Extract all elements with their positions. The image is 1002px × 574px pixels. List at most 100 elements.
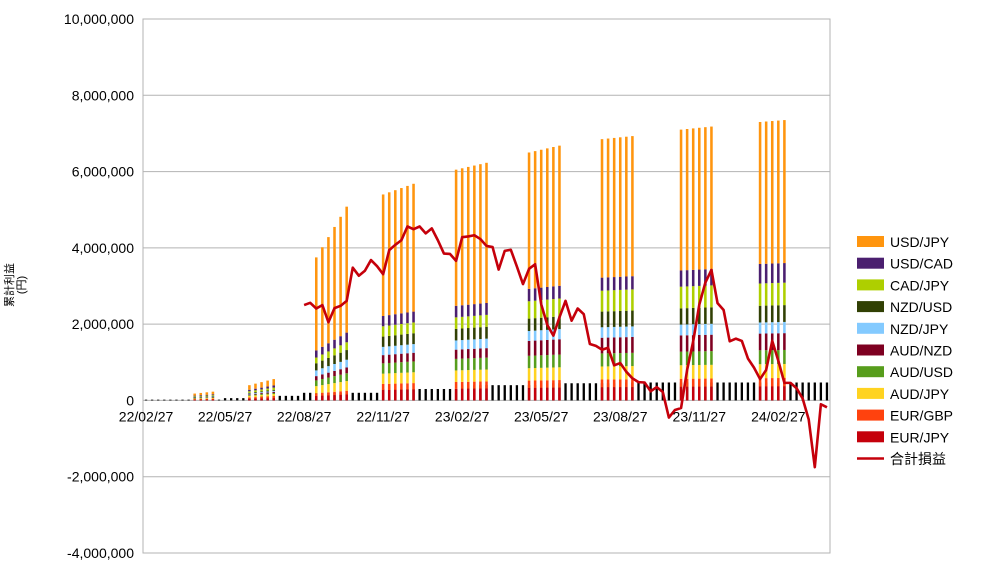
- bar-segment-cad-jpy: [710, 285, 713, 308]
- bar-segment-usd-jpy: [193, 393, 196, 396]
- bar-segment-usd-cad: [631, 276, 634, 290]
- bar-segment-aud-nzd: [381, 355, 385, 364]
- y-axis-label-line: 累計利益: [2, 263, 16, 307]
- bar-segment-aud-nzd: [260, 393, 263, 395]
- bar-segment-cad-jpy: [345, 342, 348, 351]
- bar-segment-aud-jpy: [381, 373, 385, 384]
- bar-segment-usd-cad: [485, 303, 488, 315]
- bar-segment-nzd-jpy: [394, 345, 397, 355]
- baseline-bar: [503, 385, 506, 401]
- x-tick-label: 23/05/27: [514, 408, 569, 424]
- bar-segment-eur-jpy: [211, 399, 215, 401]
- bar-segment-aud-usd: [764, 350, 768, 365]
- bar-segment-aud-usd: [272, 392, 275, 395]
- bar-segment-aud-nzd: [546, 339, 549, 356]
- bar-segment-nzd-usd: [199, 396, 203, 398]
- bar-segment-aud-nzd: [625, 337, 628, 353]
- bar-segment-eur-gbp: [685, 378, 689, 387]
- bar-segment-aud-nzd: [327, 372, 330, 378]
- bar-segment-usd-cad: [612, 277, 616, 291]
- legend-label: AUD/JPY: [890, 386, 950, 402]
- bar-segment-aud-nzd: [558, 339, 561, 355]
- bar-segment-eur-jpy: [631, 387, 634, 401]
- bar-segment-nzd-jpy: [406, 344, 409, 354]
- baseline-bar: [163, 399, 166, 401]
- baseline-bar: [655, 382, 658, 401]
- baseline-bar: [229, 398, 233, 401]
- baseline-bar: [637, 382, 640, 401]
- bar-segment-nzd-usd: [533, 318, 537, 331]
- bar-segment-usd-cad: [710, 268, 713, 286]
- bar-segment-eur-jpy: [679, 386, 683, 401]
- bar-segment-cad-jpy: [254, 390, 257, 393]
- bar-segment-aud-nzd: [339, 369, 342, 375]
- bar-segment-usd-cad: [314, 350, 318, 358]
- baseline-bar: [588, 383, 592, 401]
- bar-segment-cad-jpy: [546, 299, 549, 318]
- bar-segment-usd-cad: [248, 389, 251, 392]
- baseline-bar: [175, 399, 178, 401]
- bar-segment-usd-cad: [406, 312, 409, 324]
- baseline-bar: [351, 392, 354, 401]
- bar-segment-eur-jpy: [698, 386, 701, 401]
- bar-segment-aud-nzd: [248, 394, 251, 396]
- baseline-bar: [491, 385, 494, 401]
- bar-segment-usd-jpy: [248, 385, 251, 390]
- bar-segment-usd-cad: [558, 285, 561, 299]
- bar-segment-usd-cad: [460, 305, 464, 317]
- bar-segment-nzd-jpy: [770, 322, 774, 334]
- bar-segment-eur-jpy: [454, 388, 458, 401]
- bar-segment-usd-jpy: [272, 379, 275, 386]
- y-tick-label: -4,000,000: [67, 545, 134, 561]
- baseline-bar: [576, 383, 579, 401]
- bar-segment-nzd-usd: [454, 328, 458, 341]
- bar-segment-nzd-jpy: [533, 330, 537, 341]
- bar-segment-usd-cad: [479, 303, 482, 316]
- bar-segment-aud-usd: [698, 351, 701, 365]
- bar-segment-aud-jpy: [777, 364, 780, 379]
- bar-segment-cad-jpy: [193, 396, 196, 397]
- bar-segment-nzd-usd: [321, 360, 324, 369]
- bar-segment-cad-jpy: [479, 315, 482, 328]
- bar-segment-nzd-usd: [758, 305, 762, 323]
- legend-label: NZD/USD: [890, 299, 952, 315]
- baseline-bar: [236, 398, 239, 401]
- bar-segment-aud-usd: [533, 355, 537, 369]
- bar-segment-aud-nzd: [758, 333, 762, 351]
- bar-segment-eur-gbp: [406, 383, 409, 390]
- y-tick-label: 0: [126, 392, 134, 408]
- bar-segment-aud-usd: [454, 358, 458, 371]
- bar-segment-aud-usd: [485, 357, 488, 370]
- bar-segment-cad-jpy: [466, 316, 470, 329]
- bar-segment-eur-gbp: [321, 392, 324, 396]
- bar-segment-cad-jpy: [272, 387, 275, 390]
- bar-segment-aud-nzd: [698, 334, 701, 352]
- bar-segment-aud-usd: [327, 377, 330, 385]
- bar-segment-usd-cad: [394, 314, 397, 325]
- baseline-bar: [819, 382, 823, 401]
- baseline-bar: [509, 385, 512, 401]
- legend-label: AUD/USD: [890, 364, 953, 380]
- bar-segment-usd-cad: [454, 305, 458, 318]
- baseline-bar: [716, 382, 719, 401]
- bar-segment-aud-nzd: [406, 353, 409, 362]
- y-tick-label: 2,000,000: [72, 316, 134, 332]
- bar-segment-aud-nzd: [685, 335, 689, 352]
- bar-segment-aud-jpy: [485, 369, 488, 382]
- bar-segment-nzd-jpy: [387, 346, 391, 355]
- bar-segment-usd-cad: [546, 287, 549, 300]
- baseline-bar: [296, 395, 300, 401]
- bar-segment-usd-cad: [266, 386, 269, 389]
- bar-segment-aud-nzd: [321, 374, 324, 379]
- bar-segment-aud-nzd: [387, 354, 391, 363]
- bar-segment-cad-jpy: [679, 286, 683, 309]
- bar-segment-eur-gbp: [479, 381, 482, 389]
- bar-segment-aud-jpy: [710, 364, 713, 379]
- bar-segment-aud-jpy: [345, 381, 348, 391]
- bar-segment-aud-jpy: [387, 373, 391, 384]
- bar-segment-aud-usd: [704, 351, 707, 365]
- baseline-bar: [357, 392, 360, 401]
- bar-segment-aud-usd: [193, 398, 196, 399]
- bar-segment-nzd-usd: [193, 396, 196, 398]
- bar-segment-nzd-jpy: [314, 370, 318, 377]
